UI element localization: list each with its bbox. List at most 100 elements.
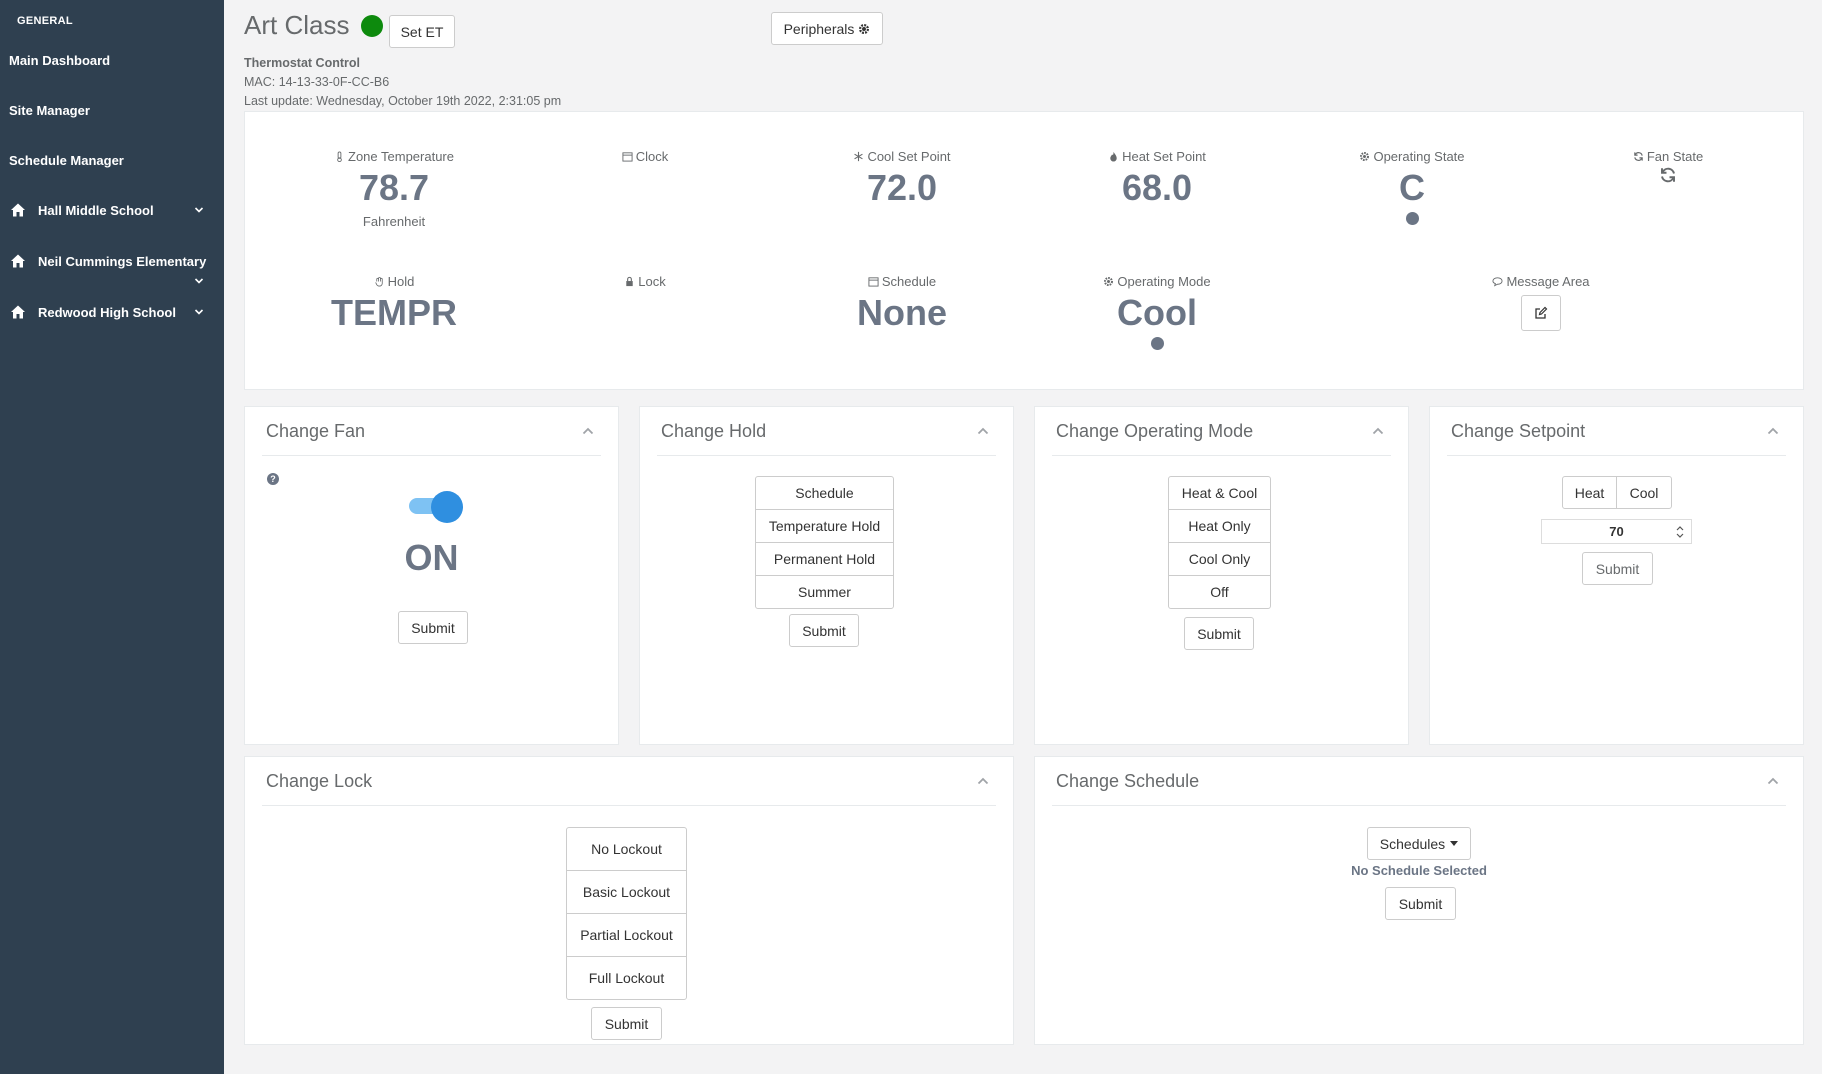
gear-icon (859, 23, 870, 34)
no-schedule-selected-text: No Schedule Selected (1351, 863, 1487, 878)
sidebar-item-neil-cummings-elementary[interactable]: Neil Cummings Elementary (0, 251, 224, 271)
last-update: Last update: Wednesday, October 19th 202… (244, 94, 562, 108)
lock-submit-button[interactable]: Submit (591, 1007, 662, 1040)
online-status-dot (361, 15, 383, 37)
hold-option-temperature-hold[interactable]: Temperature Hold (755, 509, 894, 543)
lock-option-basic-lockout[interactable]: Basic Lockout (566, 870, 687, 914)
hand-icon (374, 276, 383, 287)
hold-option-summer[interactable]: Summer (755, 575, 894, 609)
mode-option-cool-only[interactable]: Cool Only (1168, 542, 1271, 576)
change-setpoint-card: Change Setpoint Heat Cool 70 Submit (1429, 406, 1804, 745)
sidebar-item-main-dashboard[interactable]: Main Dashboard (0, 50, 224, 70)
setpoint-cool-button[interactable]: Cool (1616, 476, 1672, 509)
hold-option-permanent-hold[interactable]: Permanent Hold (755, 542, 894, 576)
schedule-value: None (857, 292, 947, 333)
change-hold-card: Change Hold Schedule Temperature Hold Pe… (639, 406, 1014, 745)
zone-temperature: Zone Temperature 78.7 Fahrenheit (284, 149, 504, 229)
sidebar-item-schedule-manager[interactable]: Schedule Manager (0, 150, 224, 170)
setpoint-value-input[interactable]: 70 (1541, 519, 1692, 544)
set-et-button[interactable]: Set ET (389, 15, 455, 48)
lock-option-full-lockout[interactable]: Full Lockout (566, 956, 687, 1000)
cool-set-point: Cool Set Point 72.0 (792, 149, 1012, 206)
status-panel: Zone Temperature 78.7 Fahrenheit Clock C… (244, 111, 1804, 390)
change-operating-mode-card: Change Operating Mode Heat & Cool Heat O… (1034, 406, 1409, 745)
calendar-icon (622, 152, 633, 162)
chevron-down-icon[interactable] (194, 205, 204, 215)
gear-icon (1360, 152, 1370, 161)
sidebar-item-label: Redwood High School (38, 304, 176, 320)
mode-option-heat-only[interactable]: Heat Only (1168, 509, 1271, 543)
chevron-up-icon[interactable] (581, 424, 595, 438)
peripherals-button[interactable]: Peripherals (771, 12, 883, 45)
help-icon[interactable]: ? (267, 473, 279, 485)
lock-option-no-lockout[interactable]: No Lockout (566, 827, 687, 871)
chevron-down-icon[interactable] (194, 307, 204, 317)
sidebar-item-hall-middle-school[interactable]: Hall Middle School (0, 200, 224, 220)
caret-down-icon (1450, 841, 1459, 846)
mode-submit-button[interactable]: Submit (1184, 617, 1254, 650)
chevron-up-icon[interactable] (1766, 424, 1780, 438)
clock: Clock (535, 149, 755, 164)
schedules-dropdown[interactable]: Schedules (1367, 827, 1471, 860)
device-type: Thermostat Control (244, 56, 360, 70)
lock-options: No Lockout Basic Lockout Partial Lockout… (566, 827, 687, 1000)
home-icon (11, 254, 25, 268)
setpoint-value: 70 (1609, 524, 1624, 539)
hold-option-schedule[interactable]: Schedule (755, 476, 894, 510)
chevron-up-icon[interactable] (976, 424, 990, 438)
sidebar-item-label: Hall Middle School (38, 202, 154, 218)
thermometer-icon (337, 151, 342, 162)
schedule: Schedule None (792, 274, 1012, 331)
snowflake-icon (854, 151, 864, 162)
sidebar-item-label: Schedule Manager (9, 152, 124, 168)
setpoint-heat-button[interactable]: Heat (1562, 476, 1617, 509)
heat-set-point: Heat Set Point 68.0 (1047, 149, 1267, 206)
change-lock-card: Change Lock No Lockout Basic Lockout Par… (244, 756, 1014, 1045)
chevron-up-icon[interactable] (1766, 774, 1780, 788)
schedule-submit-button[interactable]: Submit (1385, 887, 1456, 920)
refresh-icon (1634, 152, 1643, 161)
operating-mode-indicator (1150, 337, 1164, 350)
page-title: Art Class (244, 10, 350, 40)
mac-address: MAC: 14-13-33-0F-CC-B6 (244, 75, 390, 89)
chevron-up-icon[interactable] (1371, 424, 1385, 438)
change-schedule-card: Change Schedule Schedules No Schedule Se… (1034, 756, 1804, 1045)
gear-icon (1104, 277, 1114, 286)
edit-icon (1535, 306, 1548, 319)
sidebar-item-site-manager[interactable]: Site Manager (0, 100, 224, 120)
mode-option-heat-cool[interactable]: Heat & Cool (1168, 476, 1271, 510)
chevron-up-icon[interactable] (976, 774, 990, 788)
card-title: Change Setpoint (1451, 420, 1586, 441)
home-icon (11, 305, 25, 319)
number-spinner-icon[interactable] (1675, 523, 1685, 541)
setpoint-submit-button[interactable]: Submit (1582, 552, 1653, 585)
hold-value: TEMPR (331, 292, 457, 333)
sidebar-section-general: GENERAL (17, 15, 73, 27)
chevron-down-icon[interactable] (194, 276, 204, 286)
calendar-icon (868, 277, 879, 287)
fan-toggle[interactable] (409, 491, 463, 523)
mode-option-off[interactable]: Off (1168, 575, 1271, 609)
sidebar-item-label: Main Dashboard (9, 52, 111, 68)
mode-options: Heat & Cool Heat Only Cool Only Off (1168, 476, 1271, 609)
schedules-dropdown-label: Schedules (1379, 835, 1446, 852)
peripherals-label: Peripherals (783, 20, 855, 37)
card-title: Change Fan (266, 420, 366, 441)
fan-spinning-icon (1661, 167, 1675, 183)
temperature-unit: Fahrenheit (362, 214, 426, 229)
svg-text:?: ? (270, 474, 276, 484)
operating-mode: Operating Mode Cool (1047, 274, 1267, 350)
sidebar-item-label: Site Manager (9, 102, 90, 118)
hold-submit-button[interactable]: Submit (789, 614, 859, 647)
edit-message-button[interactable] (1521, 295, 1561, 331)
fire-icon (1110, 151, 1117, 162)
message-area: Message Area (1431, 274, 1651, 331)
fan-submit-button[interactable]: Submit (398, 611, 468, 644)
setpoint-type-toggle: Heat Cool (1562, 476, 1672, 509)
card-title: Change Hold (661, 420, 767, 441)
lock-option-partial-lockout[interactable]: Partial Lockout (566, 913, 687, 957)
operating-state-value: C (1399, 167, 1425, 208)
hold-options: Schedule Temperature Hold Permanent Hold… (755, 476, 894, 609)
sidebar-item-redwood-high-school[interactable]: Redwood High School (0, 302, 224, 322)
hold: Hold TEMPR (284, 274, 504, 331)
